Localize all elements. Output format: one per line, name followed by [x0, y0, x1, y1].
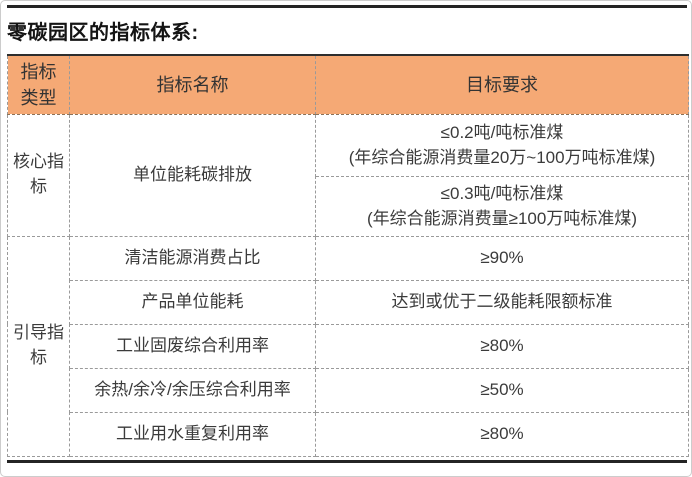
table-header-row: 指标类型 指标名称 目标要求	[7, 54, 689, 115]
table-row: 核心指标 单位能耗碳排放 ≤0.2吨/吨标准煤 (年综合能源消费量20万~100…	[7, 113, 689, 237]
table-row: 余热/余冷/余压综合利用率 ≥50%	[8, 367, 689, 413]
table-row: 工业用水重复利用率 ≥80%	[8, 411, 689, 457]
page-title: 零碳园区的指标体系:	[7, 22, 199, 44]
target-condition: (年综合能源消费量≥100万吨标准煤)	[366, 209, 637, 228]
table-row: 工业固废综合利用率 ≥80%	[8, 323, 689, 369]
table-row: 引导指标 清洁能源消费占比 ≥90%	[7, 235, 689, 457]
target-cell: ≥80%	[315, 411, 689, 457]
indicator-name-cell: 单位能耗碳排放	[69, 113, 316, 237]
target-cell: ≤0.3吨/吨标准煤 (年综合能源消费量≥100万吨标准煤)	[315, 175, 689, 237]
indicator-name-cell: 产品单位能耗	[69, 279, 316, 325]
indicator-name-cell: 清洁能源消费占比	[69, 235, 316, 281]
top-rule	[7, 5, 687, 8]
indicator-name-cell: 余热/余冷/余压综合利用率	[69, 367, 316, 413]
target-cell: ≥50%	[315, 367, 689, 413]
target-value: ≤0.2吨/吨标准煤	[440, 122, 564, 142]
target-cell: ≤0.2吨/吨标准煤 (年综合能源消费量20万~100万吨标准煤)	[315, 113, 689, 177]
category-cell-guide: 引导指标	[7, 235, 70, 457]
header-cell-category: 指标类型	[7, 54, 70, 115]
indicator-name-cell: 工业固废综合利用率	[69, 323, 316, 369]
target-cell: ≥90%	[315, 235, 689, 281]
target-value: ≤0.3吨/吨标准煤	[440, 183, 564, 203]
header-cell-name: 指标名称	[69, 54, 316, 115]
indicator-name-cell: 工业用水重复利用率	[69, 411, 316, 457]
bottom-rule	[7, 459, 687, 463]
target-condition: (年综合能源消费量20万~100万吨标准煤)	[348, 148, 656, 167]
table-row: 产品单位能耗 达到或优于二级能耗限额标准	[8, 279, 689, 325]
target-cell: 达到或优于二级能耗限额标准	[315, 279, 689, 325]
table-row: ≤0.3吨/吨标准煤 (年综合能源消费量≥100万吨标准煤)	[8, 175, 689, 237]
indicator-table: 指标类型 指标名称 目标要求 核心指标 单位能耗碳排放 ≤0.2吨/吨标准煤 (…	[7, 54, 689, 457]
header-cell-target: 目标要求	[315, 54, 689, 115]
category-cell-core: 核心指标	[7, 113, 70, 237]
target-cell: ≥80%	[315, 323, 689, 369]
